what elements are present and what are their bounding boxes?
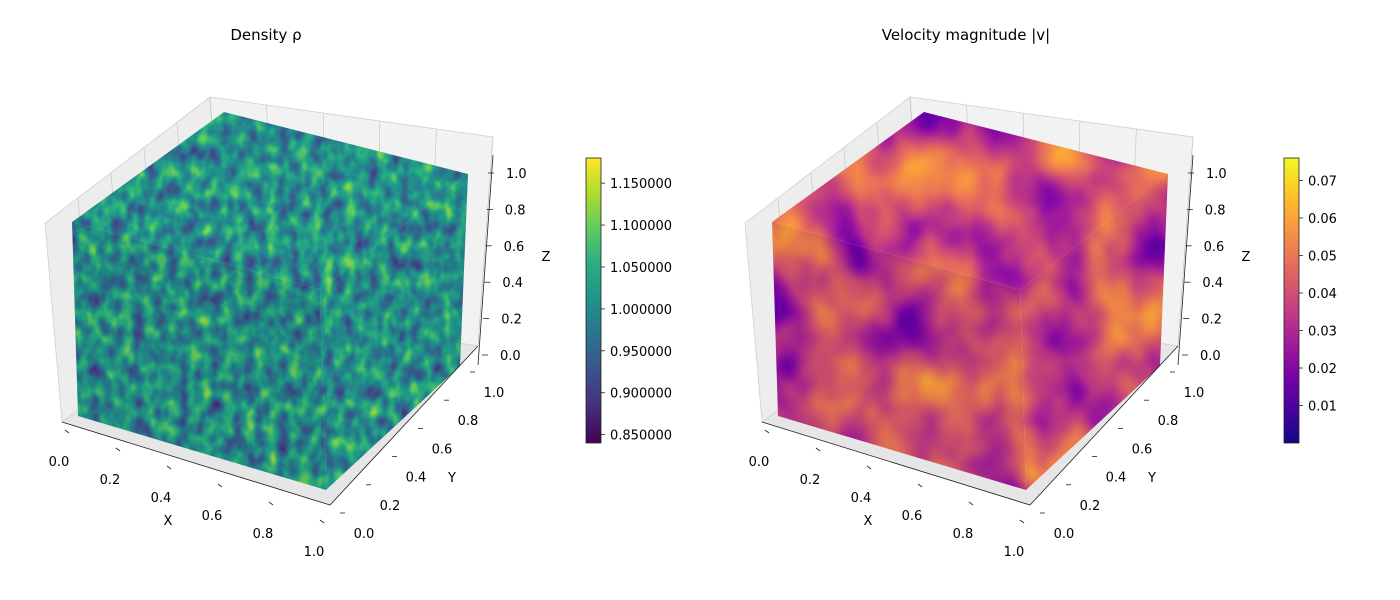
z-tick-label: 1.0 [506,167,527,182]
y-tick-label: 0.8 [458,414,479,429]
x-tick-mark [64,429,70,434]
x-tick-mark [217,483,223,488]
z-tick-label: 0.6 [1204,240,1225,255]
y-axis-line [1029,345,1179,506]
y-tick-label: 1.0 [484,386,505,401]
x-axis-line [61,421,331,506]
z-axis-label: Z [542,250,551,265]
colorbar-tick-label: 0.950000 [610,345,672,360]
y-tick-label: 0.6 [432,442,453,457]
z-tick-label: 0.4 [1202,276,1223,291]
x-tick-label: 0.6 [902,509,923,524]
colorbar-tick-label: 0.06 [1308,212,1337,227]
x-tick-label: 0.8 [253,527,274,542]
y-tick-label: 1.0 [1184,386,1205,401]
y-tick-label: 0.0 [354,527,375,542]
y-tick-label: 0.4 [1106,471,1127,486]
colorbar-tick-label: 0.02 [1308,362,1337,377]
y-tick-label: 0.6 [1132,442,1153,457]
z-tick-label: 0.2 [1201,313,1222,328]
subplot-title: Density ρ [230,26,301,44]
x-tick-mark [917,483,923,488]
colorbar-tick-label: 0.03 [1308,325,1337,340]
colorbar-tick-label: 0.01 [1308,400,1337,415]
colorbar-tick-label: 1.050000 [610,261,672,276]
cube-front-face [772,222,1026,490]
y-tick-label: 0.4 [406,471,427,486]
colorbar-tick-label: 1.150000 [610,177,672,192]
x-tick-mark [866,465,872,470]
y-tick-label: 0.8 [1158,414,1179,429]
z-tick-label: 0.8 [505,203,526,218]
x-tick-mark [166,465,172,470]
x-tick-mark [815,447,821,452]
x-tick-mark [268,501,274,506]
y-tick-label: 0.0 [1054,527,1075,542]
x-tick-label: 0.0 [749,455,770,470]
y-axis-line [329,345,479,506]
x-tick-label: 0.4 [151,491,172,506]
x-axis-label: X [164,514,173,529]
colorbar-tick-label: 1.000000 [610,303,672,318]
x-tick-label: 0.4 [851,491,872,506]
z-tick-label: 1.0 [1206,167,1227,182]
y-axis-label: Y [447,471,456,486]
z-tick-label: 0.0 [500,349,521,364]
x-tick-label: 0.0 [49,455,70,470]
z-tick-label: 0.8 [1205,203,1226,218]
colorbar [585,157,602,444]
colorbar-tick-label: 1.100000 [610,219,672,234]
z-tick-label: 0.6 [504,240,525,255]
x-tick-label: 1.0 [1004,545,1025,560]
x-tick-mark [764,429,770,434]
colorbar-tick-label: 0.04 [1308,287,1337,302]
colorbar-tick-label: 0.850000 [610,429,672,444]
y-tick-label: 0.2 [1080,499,1101,514]
subplot-2: Velocity magnitude |v| 0.0 0.2 0.4 0.6 0.8 1.0… [744,26,1251,560]
colorbar-tick-label: 0.07 [1308,175,1337,190]
z-tick-label: 0.2 [501,313,522,328]
cube-front-face [72,222,326,490]
x-axis-line [761,421,1031,506]
x-tick-label: 0.2 [800,473,821,488]
x-tick-mark [1019,519,1025,524]
z-axis-line [1177,154,1194,366]
subplot-title: Velocity magnitude |v| [882,26,1051,44]
x-tick-mark [968,501,974,506]
x-tick-label: 0.2 [100,473,121,488]
y-axis-label: Y [1147,471,1156,486]
x-tick-label: 1.0 [304,545,325,560]
colorbar-tick-label: 0.900000 [610,387,672,402]
x-tick-mark [319,519,325,524]
subplot-1: Density ρ 0.0 0.2 0.4 0.6 0.8 1.0 X 0.0 0.2 0.4 0.6… [44,26,551,560]
x-axis-label: X [864,514,873,529]
z-axis-line [477,154,494,366]
z-tick-label: 0.4 [502,276,523,291]
x-tick-mark [115,447,121,452]
x-tick-label: 0.8 [953,527,974,542]
colorbar [1283,157,1300,444]
colorbar-tick-label: 0.05 [1308,250,1337,265]
x-tick-label: 0.6 [202,509,223,524]
y-tick-label: 0.2 [380,499,401,514]
z-axis-label: Z [1242,250,1251,265]
z-tick-label: 0.0 [1200,349,1221,364]
